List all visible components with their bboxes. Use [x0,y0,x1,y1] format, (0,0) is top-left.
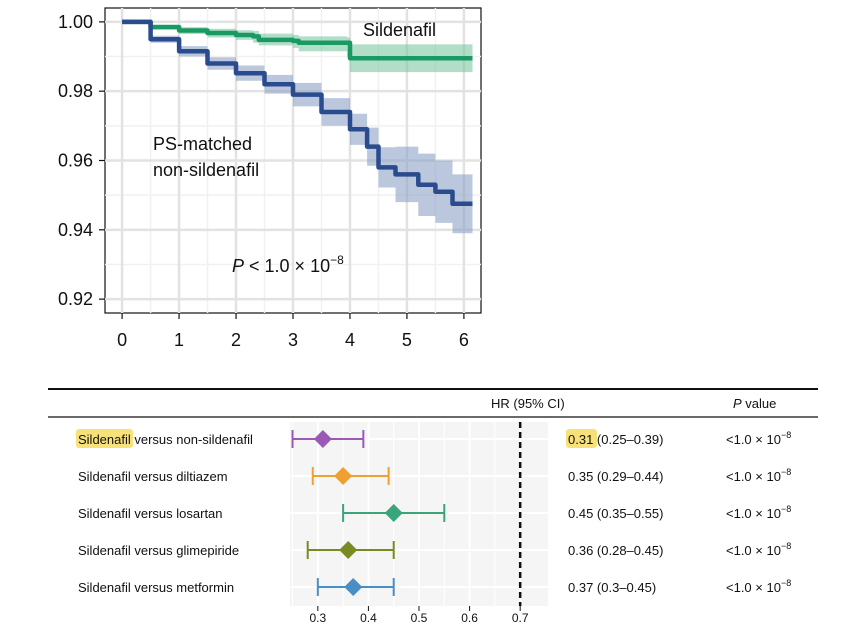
forest-x-tick-label: 0.6 [461,611,478,625]
forest-hr-text: 0.36 (0.28–0.45) [568,543,663,558]
forest-row-label: Sildenafil versus metformin [78,580,234,595]
forest-hr-value: 0.37 [568,580,593,595]
km-x-tick-label: 3 [288,330,298,350]
forest-row-label-highlight: Sildenafil [78,432,131,447]
forest-p-value: <1.0 × 10−8 [726,467,791,484]
forest-hr-text: 0.31 (0.25–0.39) [568,432,663,447]
forest-p-value: <1.0 × 10−8 [726,578,791,595]
forest-hr-text: 0.45 (0.35–0.55) [568,506,663,521]
km-x-tick-label: 6 [459,330,469,350]
forest-hr-diamond [334,467,353,485]
forest-hr-ci: (0.29–0.44) [593,469,663,484]
km-x-tick-label: 1 [174,330,184,350]
km-pvalue-middle: < 1.0 × 10 [244,256,330,276]
km-survival-lines [122,19,473,207]
forest-p-value-base: <1.0 × 10 [726,469,781,484]
forest-p-value: <1.0 × 10−8 [726,504,791,521]
forest-hr-ci: (0.25–0.39) [593,432,663,447]
forest-header-pvalue: P value [733,396,776,411]
forest-p-value-exponent: −8 [781,541,791,551]
forest-p-value-exponent: −8 [781,467,791,477]
forest-x-tick-label: 0.7 [512,611,529,625]
hr-highlight [566,429,597,448]
forest-row-label-text: Sildenafil versus losartan [78,506,223,521]
km-pvalue-p: P [232,256,244,276]
km-x-axis: 0 1 2 3 4 5 6 [117,313,469,350]
forest-hr-ci: (0.35–0.55) [593,506,663,521]
km-x-tick-label: 0 [117,330,127,350]
km-pvalue-annotation: P < 1.0 × 10−8 [232,253,344,276]
forest-rows: Sildenafil versus non-sildenafil 0.31 (0.… [76,429,791,596]
label-highlight [76,429,133,448]
forest-hr-value: 0.35 [568,469,593,484]
forest-p-value-base: <1.0 × 10 [726,543,781,558]
km-x-tick-label: 2 [231,330,241,350]
series-label-nonsildenafil-line1: PS-matched [153,134,252,154]
forest-header-hr: HR (95% CI) [491,396,565,411]
km-y-tick-label: 0.94 [58,220,93,240]
forest-p-value: <1.0 × 10−8 [726,541,791,558]
km-y-tick-label: 0.92 [58,289,93,309]
forest-hr-ci: (0.3–0.45) [593,580,656,595]
forest-p-value-exponent: −8 [781,430,791,440]
forest-p-value-base: <1.0 × 10 [726,432,781,447]
forest-row-label-text: Sildenafil versus glimepiride [78,543,239,558]
km-y-tick-label: 1.00 [58,12,93,32]
km-y-tick-label: 0.96 [58,151,93,171]
forest-hr-diamond [384,504,403,522]
forest-hr-diamond [313,430,332,448]
km-line-sildenafil [122,19,473,61]
forest-row-label-text: Sildenafil versus diltiazem [78,469,228,484]
km-x-tick-label: 5 [402,330,412,350]
km-line-nonsildenafil [122,19,473,207]
forest-row-label: Sildenafil versus losartan [78,506,223,521]
forest-hr-diamond [344,578,363,596]
forest-p-value: <1.0 × 10−8 [726,430,791,447]
series-label-sildenafil: Sildenafil [363,20,436,40]
forest-hr-value: 0.31 [568,432,593,447]
forest-hr-value: 0.45 [568,506,593,521]
forest-x-tick-label: 0.4 [360,611,377,625]
km-pvalue-exponent: −8 [330,253,344,267]
series-label-nonsildenafil-line2: non-sildenafil [153,160,259,180]
forest-x-tick-label: 0.3 [309,611,326,625]
forest-row-label-text: Sildenafil versus metformin [78,580,234,595]
forest-header-value: value [742,396,777,411]
forest-header-p: P [733,396,742,411]
km-x-tick-label: 4 [345,330,355,350]
forest-hr-ci: (0.28–0.45) [593,543,663,558]
km-band-nonsildenafil [122,21,473,234]
forest-row-label-text: versus non-sildenafil [131,432,253,447]
forest-row-label: Sildenafil versus glimepiride [78,543,239,558]
forest-plot: HR (95% CI) P value Sildenafil versus no… [48,388,818,625]
forest-row-label: Sildenafil versus non-sildenafil [78,432,253,447]
forest-p-value-exponent: −8 [781,504,791,514]
km-y-axis: 1.00 0.98 0.96 0.94 0.92 [58,12,105,309]
forest-p-value-base: <1.0 × 10 [726,506,781,521]
forest-hr-text: 0.35 (0.29–0.44) [568,469,663,484]
forest-x-axis: 0.3 0.4 0.5 0.6 0.7 [309,606,529,625]
forest-p-value-exponent: −8 [781,578,791,588]
forest-row-label: Sildenafil versus diltiazem [78,469,228,484]
km-y-tick-label: 0.98 [58,81,93,101]
forest-hr-text: 0.37 (0.3–0.45) [568,580,656,595]
forest-hr-diamond [339,541,358,559]
forest-x-tick-label: 0.5 [411,611,428,625]
forest-hr-value: 0.36 [568,543,593,558]
forest-p-value-base: <1.0 × 10 [726,580,781,595]
